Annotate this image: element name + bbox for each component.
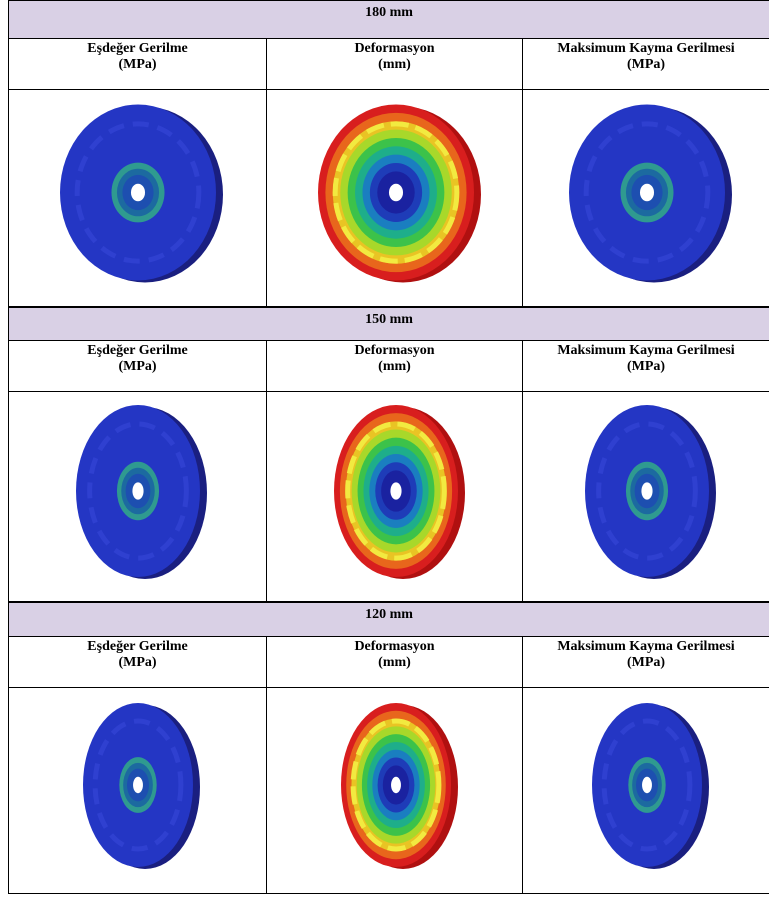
- disc-image: [318, 104, 481, 283]
- column-name: Deformasyon: [354, 41, 435, 56]
- center-hole: [130, 183, 146, 202]
- column-name: Maksimum Kayma Gerilmesi: [557, 41, 735, 56]
- slot-ring: [87, 421, 189, 561]
- column-unit: (MPa): [118, 359, 157, 374]
- column-name: Deformasyon: [354, 639, 435, 654]
- column-header: Maksimum Kayma Gerilmesi (MPa): [522, 636, 769, 688]
- disc-image: [60, 104, 223, 283]
- slot-ring: [583, 121, 711, 264]
- column-header: Deformasyon (mm): [266, 340, 522, 392]
- image-cell: [266, 90, 522, 307]
- center-hole: [391, 776, 401, 794]
- column-header: Eşdeğer Gerilme (MPa): [8, 340, 266, 392]
- column-unit: (mm): [378, 359, 411, 374]
- image-cell: [266, 688, 522, 894]
- column-header: Eşdeğer Gerilme (MPa): [8, 38, 266, 90]
- disc-image: [569, 104, 732, 283]
- center-hole: [642, 776, 652, 794]
- image-cell: [8, 392, 266, 602]
- section-title: 150 mm: [8, 307, 769, 341]
- slot-ring: [350, 718, 442, 852]
- column-unit: (MPa): [118, 655, 157, 670]
- disc-image: [592, 703, 709, 869]
- slot-ring: [345, 421, 447, 561]
- slot-ring: [596, 421, 698, 561]
- slot-ring: [332, 121, 460, 264]
- center-hole: [390, 482, 402, 500]
- column-name: Eşdeğer Gerilme: [87, 343, 188, 358]
- disc-image: [334, 405, 465, 579]
- section-title: 180 mm: [8, 0, 769, 39]
- center-hole: [639, 183, 655, 202]
- image-cell: [522, 688, 769, 894]
- image-cell: [266, 392, 522, 602]
- column-name: Eşdeğer Gerilme: [87, 639, 188, 654]
- column-name: Deformasyon: [354, 343, 435, 358]
- column-unit: (mm): [378, 655, 411, 670]
- disc-image: [76, 405, 207, 579]
- column-unit: (MPa): [118, 57, 157, 72]
- disc-image: [83, 703, 200, 869]
- column-unit: (mm): [378, 57, 411, 72]
- column-name: Maksimum Kayma Gerilmesi: [557, 343, 735, 358]
- image-cell: [522, 392, 769, 602]
- column-unit: (MPa): [626, 359, 666, 374]
- image-cell: [8, 688, 266, 894]
- column-name: Maksimum Kayma Gerilmesi: [557, 639, 735, 654]
- center-hole: [641, 482, 653, 500]
- column-unit: (MPa): [626, 655, 666, 670]
- column-header: Maksimum Kayma Gerilmesi (MPa): [522, 340, 769, 392]
- section-title: 120 mm: [8, 602, 769, 637]
- slot-ring: [601, 718, 693, 852]
- slot-ring: [92, 718, 184, 852]
- center-hole: [133, 776, 143, 794]
- disc-image: [585, 405, 716, 579]
- center-hole: [388, 183, 404, 202]
- column-name: Eşdeğer Gerilme: [87, 41, 188, 56]
- disc-image: [341, 703, 458, 869]
- image-cell: [522, 90, 769, 307]
- column-header: Eşdeğer Gerilme (MPa): [8, 636, 266, 688]
- column-unit: (MPa): [626, 57, 666, 72]
- column-header: Deformasyon (mm): [266, 38, 522, 90]
- center-hole: [132, 482, 144, 500]
- slot-ring: [74, 121, 202, 264]
- image-cell: [8, 90, 266, 307]
- column-header: Maksimum Kayma Gerilmesi (MPa): [522, 38, 769, 90]
- column-header: Deformasyon (mm): [266, 636, 522, 688]
